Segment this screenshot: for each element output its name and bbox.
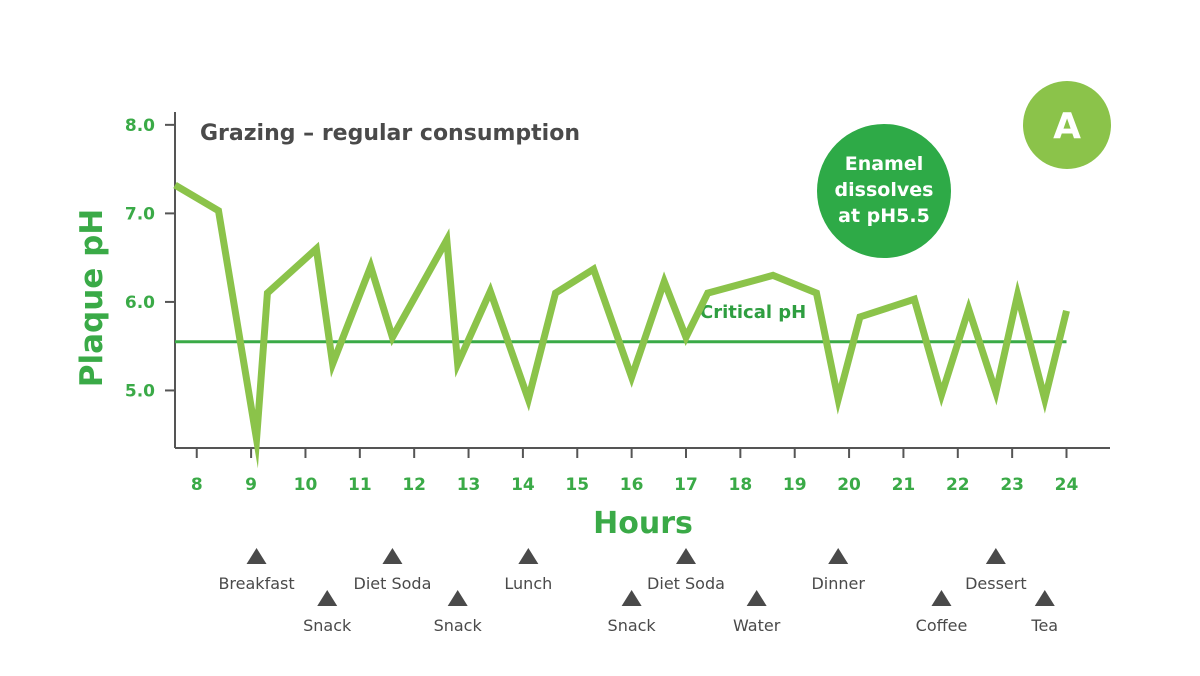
event-marker-icon xyxy=(518,548,539,564)
x-tick-label: 19 xyxy=(783,475,807,495)
event-label: Dessert xyxy=(965,574,1027,593)
x-ticks: 8 9 10 11 12 13 14 15 16 17 18 19 20 21 22 23 24 xyxy=(191,448,1079,495)
event-label: Lunch xyxy=(504,574,552,593)
x-tick-label: 14 xyxy=(511,475,535,495)
meal-events: Breakfast Snack Diet Soda Snack Lunch Snack Di… xyxy=(218,548,1058,635)
event-marker-icon xyxy=(675,548,696,564)
x-axis-label: Hours xyxy=(593,506,693,541)
x-tick-label: 8 xyxy=(191,475,203,495)
event-label: Snack xyxy=(608,616,657,635)
event-marker-icon xyxy=(382,548,403,564)
x-tick-label: 23 xyxy=(1000,475,1024,495)
enamel-callout-line-1: Enamel xyxy=(845,153,924,175)
event-label: Dinner xyxy=(811,574,865,593)
event-marker-icon xyxy=(1034,590,1055,606)
axes xyxy=(174,112,1110,449)
x-tick-label: 22 xyxy=(946,475,970,495)
event-label: Diet Soda xyxy=(354,574,432,593)
event-marker-icon xyxy=(985,548,1006,564)
event-label: Snack xyxy=(303,616,352,635)
ph-series-line xyxy=(173,182,1070,469)
panel-badge: A xyxy=(1023,81,1111,169)
event-marker-icon xyxy=(621,590,642,606)
x-tick-label: 18 xyxy=(729,475,753,495)
event-label: Tea xyxy=(1030,616,1058,635)
panel-badge-label: A xyxy=(1053,106,1081,147)
chart-title: Grazing – regular consumption xyxy=(200,121,580,146)
y-ticks: 5.0 6.0 7.0 8.0 xyxy=(125,116,175,401)
event-marker-icon xyxy=(317,590,338,606)
x-tick-label: 16 xyxy=(620,475,644,495)
y-tick-label: 7.0 xyxy=(125,204,155,224)
enamel-callout-line-2: dissolves xyxy=(835,179,934,201)
event-marker-icon xyxy=(931,590,952,606)
x-tick-label: 13 xyxy=(457,475,481,495)
y-tick-label: 5.0 xyxy=(125,381,155,401)
enamel-callout: Enamel dissolves at pH5.5 xyxy=(817,124,951,258)
x-tick-label: 15 xyxy=(565,475,589,495)
x-tick-label: 24 xyxy=(1055,475,1079,495)
event-label: Water xyxy=(733,616,781,635)
event-marker-icon xyxy=(447,590,468,606)
critical-ph-label: Critical pH xyxy=(700,302,806,323)
x-tick-label: 21 xyxy=(892,475,916,495)
y-tick-label: 6.0 xyxy=(125,293,155,313)
event-marker-icon xyxy=(746,590,767,606)
enamel-callout-circle xyxy=(817,124,951,258)
x-tick-label: 10 xyxy=(294,475,318,495)
y-tick-label: 8.0 xyxy=(125,116,155,136)
y-axis-label: Plaque pH xyxy=(74,209,110,387)
event-label: Diet Soda xyxy=(647,574,725,593)
x-tick-label: 12 xyxy=(402,475,426,495)
event-label: Coffee xyxy=(916,616,968,635)
x-tick-label: 11 xyxy=(348,475,372,495)
event-marker-icon xyxy=(828,548,849,564)
event-label: Snack xyxy=(434,616,483,635)
panel-badge-circle xyxy=(1023,81,1111,169)
x-tick-label: 20 xyxy=(837,475,861,495)
x-tick-label: 17 xyxy=(674,475,698,495)
x-tick-label: 9 xyxy=(245,475,257,495)
enamel-callout-line-3: at pH5.5 xyxy=(838,205,930,227)
event-label: Breakfast xyxy=(218,574,294,593)
event-marker-icon xyxy=(246,548,267,564)
